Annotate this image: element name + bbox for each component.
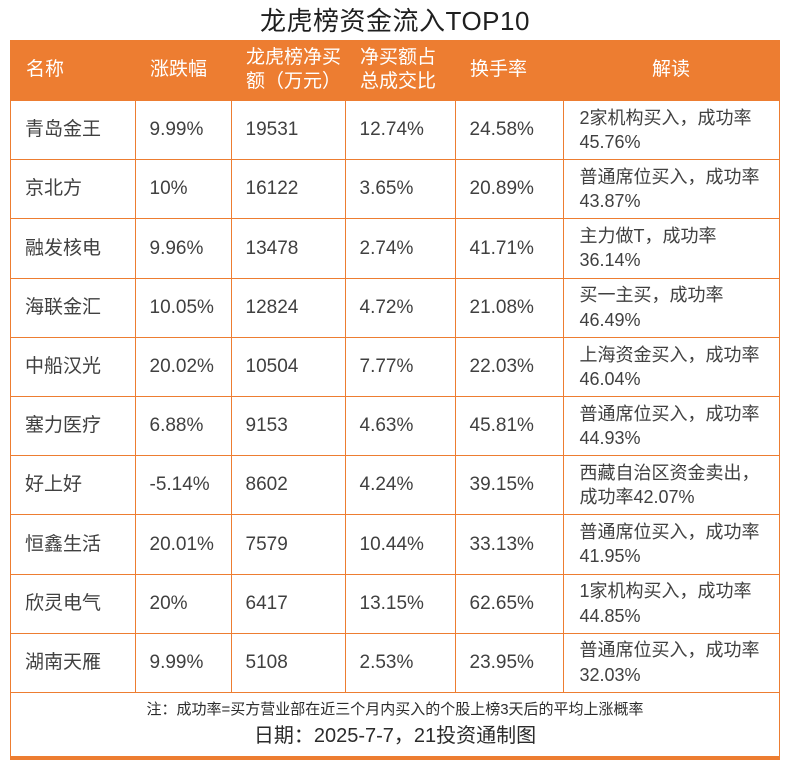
cell-ratio: 12.74% (345, 99, 456, 160)
cell-ratio: 10.44% (345, 514, 456, 574)
cell-turnover: 21.08% (455, 277, 564, 338)
cell-interpretation: 普通席位买入，成功率32.03% (563, 632, 779, 692)
footnote: 注：成功率=买方营业部在近三个月内买入的个股上榜3天后的平均上涨概率 (146, 700, 644, 718)
cell-net_buy: 16122 (231, 159, 346, 219)
cell-ratio: 2.74% (345, 218, 456, 279)
cell-change: 9.99% (135, 632, 232, 692)
table-row: 欣灵电气 20% 6417 13.15% 62.65% 1家机构买入，成功率44.85% (11, 573, 779, 634)
table-header-row: 名称 涨跌幅 龙虎榜净买 额（万元） 净买额占 总成交比 换手率 解读 (11, 40, 779, 101)
cell-net_buy: 13478 (231, 218, 346, 279)
cell-net_buy: 5108 (231, 632, 346, 692)
cell-name: 欣灵电气 (11, 573, 136, 634)
cell-turnover: 39.15% (455, 455, 564, 515)
table-footer: 注：成功率=买方营业部在近三个月内买入的个股上榜3天后的平均上涨概率 日期：20… (11, 691, 779, 756)
cell-turnover: 62.65% (455, 573, 564, 634)
cell-turnover: 20.89% (455, 159, 564, 219)
date-and-source: 日期：2025-7-7，21投资通制图 (253, 725, 537, 748)
cell-net_buy: 8602 (231, 455, 346, 515)
cell-change: 10.05% (135, 277, 232, 338)
cell-name: 塞力医疗 (11, 395, 136, 456)
column-header-interpretation: 解读 (563, 40, 779, 101)
cell-name: 中船汉光 (11, 336, 136, 397)
table-row: 海联金汇 10.05% 12824 4.72% 21.08% 买一主买，成功率46.49% (11, 277, 779, 338)
cell-turnover: 24.58% (455, 99, 564, 160)
cell-net_buy: 12824 (231, 277, 346, 338)
column-header-net-buy: 龙虎榜净买 额（万元） (231, 40, 345, 101)
cell-ratio: 3.65% (345, 159, 456, 219)
cell-change: 20.01% (135, 514, 232, 574)
cell-interpretation: 1家机构买入，成功率44.85% (563, 573, 779, 634)
cell-name: 好上好 (11, 455, 136, 515)
cell-interpretation: 普通席位买入，成功率44.93% (563, 395, 779, 456)
cell-change: 9.96% (135, 218, 232, 279)
cell-name: 湖南天雁 (11, 632, 136, 692)
cell-ratio: 7.77% (345, 336, 456, 397)
table-row: 湖南天雁 9.99% 5108 2.53% 23.95% 普通席位买入，成功率32.03% (11, 632, 779, 692)
column-header-name: 名称 (11, 40, 135, 101)
cell-net_buy: 19531 (231, 99, 346, 160)
cell-ratio: 4.63% (345, 395, 456, 456)
cell-turnover: 33.13% (455, 514, 564, 574)
table-row: 京北方 10% 16122 3.65% 20.89% 普通席位买入，成功率43.87% (11, 159, 779, 219)
cell-name: 恒鑫生活 (11, 514, 136, 574)
cell-ratio: 2.53% (345, 632, 456, 692)
cell-interpretation: 主力做T，成功率36.14% (563, 218, 779, 279)
cell-turnover: 23.95% (455, 632, 564, 692)
table-body: 青岛金王 9.99% 19531 12.74% 24.58% 2家机构买入，成功率45.7… (11, 99, 779, 692)
top10-table: 名称 涨跌幅 龙虎榜净买 额（万元） 净买额占 总成交比 换手率 解读 青岛金王… (11, 40, 779, 692)
table-row: 好上好 -5.14% 8602 4.24% 39.15% 西藏自治区资金卖出，成功率42.… (11, 455, 779, 515)
table-row: 融发核电 9.96% 13478 2.74% 41.71% 主力做T，成功率36.14% (11, 218, 779, 279)
table-row: 中船汉光 20.02% 10504 7.77% 22.03% 上海资金买入，成功率46.0… (11, 336, 779, 397)
cell-change: 20% (135, 573, 232, 634)
cell-interpretation: 普通席位买入，成功率41.95% (563, 514, 779, 574)
cell-interpretation: 西藏自治区资金卖出，成功率42.07% (563, 455, 779, 515)
cell-net_buy: 7579 (231, 514, 346, 574)
cell-name: 青岛金王 (11, 99, 136, 160)
cell-ratio: 4.24% (345, 455, 456, 515)
cell-name: 融发核电 (11, 218, 136, 279)
column-header-turnover: 换手率 (455, 40, 563, 101)
cell-change: 9.99% (135, 99, 232, 160)
cell-interpretation: 买一主买，成功率46.49% (563, 277, 779, 338)
cell-interpretation: 2家机构买入，成功率45.76% (563, 99, 779, 160)
cell-change: 20.02% (135, 336, 232, 397)
cell-interpretation: 上海资金买入，成功率46.04% (563, 336, 779, 397)
cell-turnover: 45.81% (455, 395, 564, 456)
cell-net_buy: 6417 (231, 573, 346, 634)
column-header-ratio: 净买额占 总成交比 (345, 40, 455, 101)
cell-turnover: 41.71% (455, 218, 564, 279)
cell-change: -5.14% (135, 455, 232, 515)
table-row: 恒鑫生活 20.01% 7579 10.44% 33.13% 普通席位买入，成功率41.9… (11, 514, 779, 574)
table-row: 塞力医疗 6.88% 9153 4.63% 45.81% 普通席位买入，成功率44.93% (11, 395, 779, 456)
cell-ratio: 4.72% (345, 277, 456, 338)
cell-interpretation: 普通席位买入，成功率43.87% (563, 159, 779, 219)
table-row: 青岛金王 9.99% 19531 12.74% 24.58% 2家机构买入，成功率45.7… (11, 99, 779, 160)
cell-name: 京北方 (11, 159, 136, 219)
column-header-change: 涨跌幅 (135, 40, 231, 101)
cell-net_buy: 9153 (231, 395, 346, 456)
table-container: 名称 涨跌幅 龙虎榜净买 额（万元） 净买额占 总成交比 换手率 解读 青岛金王… (10, 40, 780, 761)
page-title: 龙虎榜资金流入TOP10 (260, 6, 530, 36)
cell-turnover: 22.03% (455, 336, 564, 397)
cell-net_buy: 10504 (231, 336, 346, 397)
cell-ratio: 13.15% (345, 573, 456, 634)
cell-change: 10% (135, 159, 232, 219)
cell-name: 海联金汇 (11, 277, 136, 338)
cell-change: 6.88% (135, 395, 232, 456)
